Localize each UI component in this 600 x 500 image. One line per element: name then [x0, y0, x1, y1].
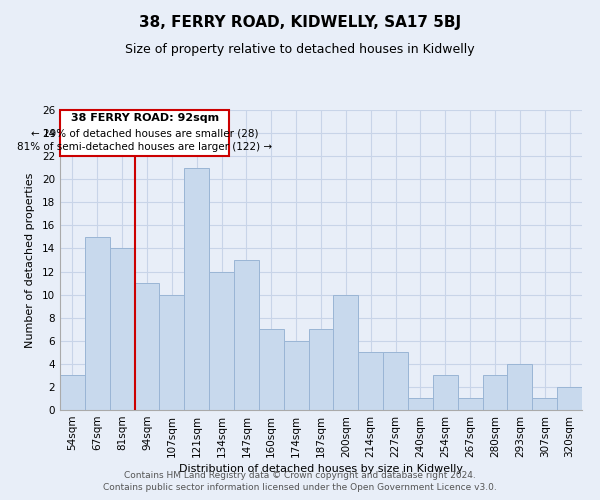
Bar	[134, 283, 160, 410]
Bar	[532, 398, 557, 410]
Bar	[334, 294, 358, 410]
Y-axis label: Number of detached properties: Number of detached properties	[25, 172, 35, 348]
Bar	[358, 352, 383, 410]
Bar	[234, 260, 259, 410]
Bar	[110, 248, 134, 410]
Bar	[308, 329, 334, 410]
Bar	[160, 294, 184, 410]
Bar	[259, 329, 284, 410]
Bar	[458, 398, 482, 410]
Bar	[184, 168, 209, 410]
Bar	[508, 364, 532, 410]
Text: 81% of semi-detached houses are larger (122) →: 81% of semi-detached houses are larger (…	[17, 142, 272, 152]
Text: Contains HM Land Registry data © Crown copyright and database right 2024.: Contains HM Land Registry data © Crown c…	[124, 471, 476, 480]
Bar	[60, 376, 85, 410]
Bar	[209, 272, 234, 410]
Bar	[284, 341, 308, 410]
Bar	[482, 376, 508, 410]
Text: 38 FERRY ROAD: 92sqm: 38 FERRY ROAD: 92sqm	[71, 113, 219, 123]
Bar	[557, 387, 582, 410]
FancyBboxPatch shape	[61, 110, 229, 156]
Bar	[433, 376, 458, 410]
Bar	[383, 352, 408, 410]
X-axis label: Distribution of detached houses by size in Kidwelly: Distribution of detached houses by size …	[179, 464, 463, 474]
Text: Size of property relative to detached houses in Kidwelly: Size of property relative to detached ho…	[125, 42, 475, 56]
Bar	[408, 398, 433, 410]
Text: ← 19% of detached houses are smaller (28): ← 19% of detached houses are smaller (28…	[31, 128, 259, 138]
Text: 38, FERRY ROAD, KIDWELLY, SA17 5BJ: 38, FERRY ROAD, KIDWELLY, SA17 5BJ	[139, 15, 461, 30]
Text: Contains public sector information licensed under the Open Government Licence v3: Contains public sector information licen…	[103, 484, 497, 492]
Bar	[85, 237, 110, 410]
